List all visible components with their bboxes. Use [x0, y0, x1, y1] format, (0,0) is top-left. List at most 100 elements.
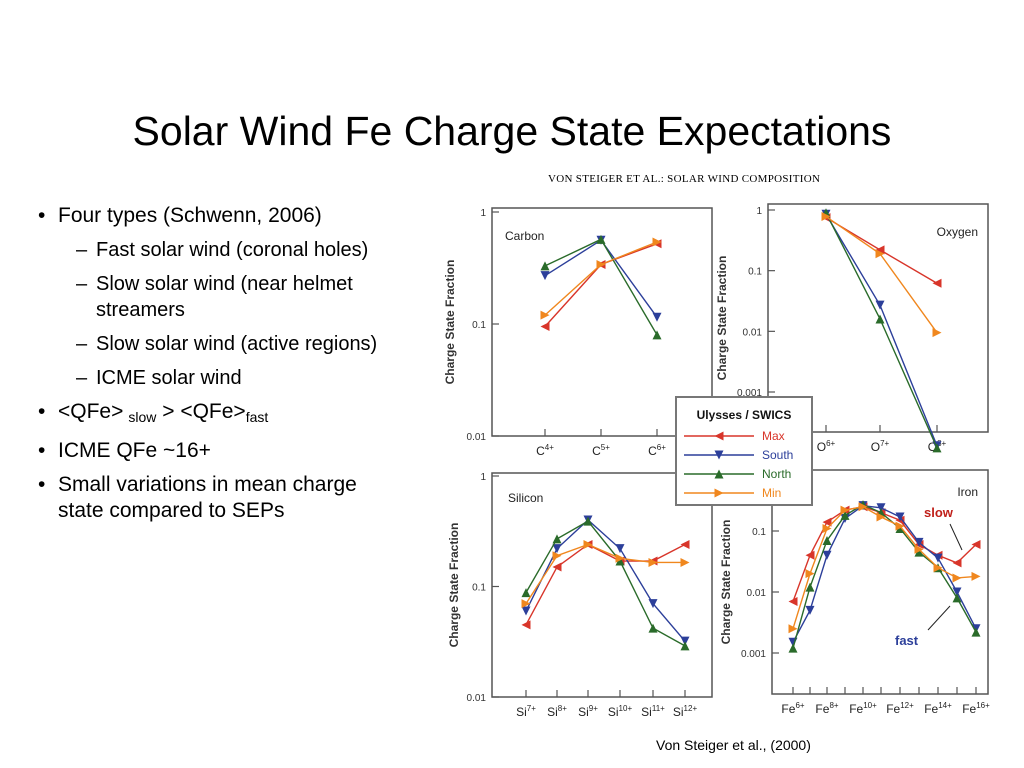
data-point [822, 517, 832, 527]
data-point [596, 259, 606, 269]
x-tick-label: C4+ [536, 443, 554, 458]
chart-panel-silicon: 1 0.1 0.01 Si7+ Si8+ Si9+ Si10+ Si11+ Si12+ Charg… [447, 472, 713, 719]
bullet-text: <QFe> [58, 400, 124, 423]
data-point [714, 488, 724, 498]
data-point [680, 539, 690, 549]
y-axis-label: Charge State Fraction [443, 260, 457, 385]
data-point [583, 516, 593, 526]
data-point [680, 636, 690, 646]
sub-bullet-text: ICME solar wind [96, 367, 242, 389]
data-point [552, 562, 562, 572]
panel-name: Carbon [505, 229, 544, 243]
slide-title: Solar Wind Fe Charge State Expectations [132, 108, 892, 154]
bullet-text: ICME QFe ~16+ [58, 439, 211, 462]
data-point [648, 623, 658, 633]
subscript-slow: slow [128, 409, 157, 425]
series-line-min [792, 505, 977, 629]
y-tick-label: 0.1 [748, 267, 762, 278]
y-tick-label: 0.1 [472, 583, 486, 594]
sub-bullet-slow-helmet: – Slow solar wind (near helmet streamers [38, 271, 398, 323]
data-point [540, 321, 550, 331]
data-point [540, 271, 550, 281]
x-tick-label: Si11+ [641, 704, 665, 719]
data-point [552, 534, 562, 544]
y-tick-label: 1 [480, 472, 486, 483]
y-tick-label: 0.001 [741, 649, 766, 660]
data-point [822, 535, 832, 545]
x-tick-label: Fe12+ [886, 701, 914, 716]
bullet-mark: • [38, 204, 46, 227]
annotation-pointer [927, 605, 951, 631]
data-point [648, 557, 658, 567]
data-point [805, 605, 815, 615]
data-point [521, 588, 531, 598]
data-point [822, 550, 832, 560]
x-tick-label: O8+ [928, 439, 947, 454]
bullet-list: • Four types (Schwenn, 2006) – Fast sola… [38, 203, 398, 532]
data-point [895, 523, 905, 533]
data-point [932, 278, 942, 288]
series-line-south [525, 519, 686, 642]
data-point [521, 599, 531, 609]
data-point [840, 510, 850, 520]
data-point [952, 573, 962, 583]
y-tick-label: 0.01 [747, 588, 767, 599]
legend: Ulysses / SWICS Max South North Min [675, 396, 813, 506]
data-point [895, 512, 905, 522]
x-tick-label: Si9+ [578, 704, 598, 719]
data-point [652, 330, 662, 340]
legend-label-south: South [762, 448, 793, 462]
chart-panel-carbon: 1 0.1 0.01 C4+ C5+ C6+ Charge State Fraction Ca… [443, 207, 713, 458]
figure-header: VON STEIGER ET AL.: SOLAR WIND COMPOSITI… [548, 173, 821, 185]
data-point [952, 558, 962, 568]
dash-mark: – [76, 367, 88, 389]
series-line-min [825, 215, 938, 334]
annotation-slow: slow [924, 505, 954, 520]
data-point [875, 245, 885, 255]
data-point [788, 643, 798, 653]
panel-name: Silicon [508, 491, 543, 505]
data-point [596, 234, 606, 244]
data-point [876, 503, 886, 513]
data-point [822, 523, 832, 533]
data-point [552, 544, 562, 554]
chart-panel-iron: 0.1 0.01 0.001 Fe6+ Fe8+ Fe10+ Fe12+ Fe14+ Fe16+… [719, 469, 990, 716]
bullet-mark: • [38, 400, 46, 423]
x-tick-label: C6+ [648, 443, 666, 458]
data-point [895, 521, 905, 531]
data-point [805, 582, 815, 592]
chart-panel-oxygen: 1 0.1 0.01 0.001 O6+ O7+ O8+ Charge State Fract… [715, 203, 989, 454]
data-point [714, 450, 724, 460]
x-tick-label: C5+ [592, 443, 610, 458]
legend-label-min: Min [762, 486, 781, 500]
bullet-mark: • [38, 473, 46, 496]
data-point [540, 310, 550, 320]
series-line-min [544, 241, 658, 316]
plot-frame [491, 472, 713, 698]
bullet-text: Small variations in mean charge state co… [58, 473, 357, 522]
x-tick-label: O7+ [871, 439, 890, 454]
x-tick-label: Si10+ [608, 704, 633, 719]
bullet-small-variations: • Small variations in mean charge state … [38, 472, 398, 524]
data-point [840, 505, 850, 515]
y-tick-label: 1 [756, 206, 762, 217]
sub-bullet-text: Slow solar wind (active regions) [96, 333, 378, 355]
x-tick-label: Fe10+ [849, 701, 877, 716]
data-point [858, 502, 868, 512]
series-line-max [792, 506, 977, 602]
y-tick-label: 0.01 [743, 327, 763, 338]
x-tick-label: Si12+ [673, 704, 698, 719]
annotation-pointer [949, 523, 963, 551]
sub-bullet-text: Slow solar wind (near helmet streamers [96, 273, 353, 321]
data-point [932, 328, 942, 338]
dash-mark: – [76, 273, 88, 295]
data-point [615, 544, 625, 554]
bullet-mark: • [38, 439, 46, 462]
x-tick-label: Fe16+ [962, 701, 990, 716]
series-line-north [544, 238, 658, 336]
y-axis-label: Charge State Fraction [719, 520, 733, 645]
dash-mark: – [76, 333, 88, 355]
legend-box [675, 396, 813, 506]
data-point [648, 599, 658, 609]
sub-bullet-text: Fast solar wind (coronal holes) [96, 239, 369, 261]
